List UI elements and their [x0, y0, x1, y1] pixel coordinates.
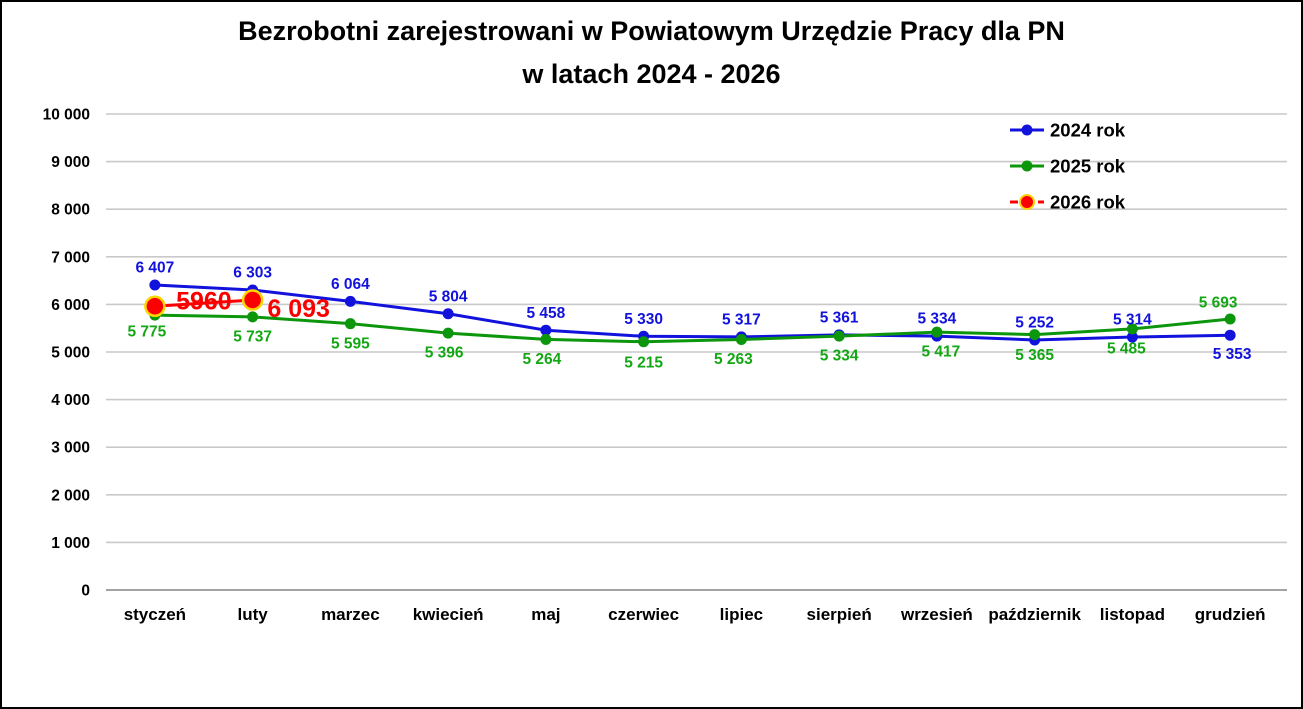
data-point-label-2024-rok-listopad: 5 314: [1113, 312, 1152, 329]
data-point-label-2025-rok-lipiec: 5 263: [714, 351, 753, 368]
y-axis-tick-label: 1 000: [51, 535, 90, 552]
x-axis-label-12: grudzień: [1195, 605, 1266, 624]
data-point-label-2025-rok-sierpień: 5 334: [820, 348, 859, 365]
data-point-label-2025-rok-kwiecień: 5 396: [425, 345, 464, 362]
data-point-label-2025-rok-czerwiec: 5 215: [624, 354, 663, 371]
chart-title-line2: w latach 2024 - 2026: [522, 59, 781, 89]
data-point-label-2024-rok-wrzesień: 5 334: [917, 311, 956, 328]
data-point-label-2025-rok-marzec: 5 595: [331, 335, 370, 352]
data-point-marker-2024-rok-maj: [540, 324, 552, 336]
y-axis-tick-label: 3 000: [51, 440, 90, 457]
legend-label-2025-rok: 2025 rok: [1050, 156, 1126, 177]
x-axis-label-4: kwiecień: [413, 605, 484, 624]
legend-marker-2024-rok: [1021, 124, 1033, 136]
x-axis-label-1: styczeń: [124, 605, 186, 624]
data-point-label-2024-rok-grudzień: 5 353: [1213, 346, 1252, 363]
data-point-marker-2025-rok-maj: [540, 333, 552, 345]
series-line-2024-rok: [153, 283, 1232, 342]
data-point-label-2024-rok-kwiecień: 5 804: [429, 288, 468, 305]
data-point-label-2024-rok-lipiec: 5 317: [722, 311, 761, 328]
data-point-marker-2024-rok-kwiecień: [442, 308, 454, 320]
y-axis-tick-label: 8 000: [51, 202, 90, 219]
data-point-label-2024-rok-maj: 5 458: [526, 305, 565, 322]
x-axis-label-2: luty: [238, 605, 269, 624]
data-point-label-2025-rok-luty: 5 737: [233, 328, 272, 345]
data-point-marker-2025-rok-kwiecień: [442, 327, 454, 339]
y-axis-tick-label: 5 000: [51, 345, 90, 362]
data-point-marker-2025-rok-sierpień: [833, 330, 845, 342]
x-axis-label-9: wrzesień: [900, 605, 973, 624]
y-axis-tick-label: 7 000: [51, 249, 90, 266]
series-line-2026-rok: [153, 298, 255, 308]
data-point-label-2024-rok-styczeń: 6 407: [135, 260, 174, 277]
data-point-label-2025-rok-październik: 5 365: [1015, 347, 1054, 364]
y-axis-tick-label: 10 000: [43, 107, 90, 124]
x-axis-label-5: maj: [531, 605, 560, 624]
x-axis-label-6: czerwiec: [608, 605, 679, 624]
data-point-label-2024-rok-październik: 5 252: [1015, 315, 1054, 332]
y-axis-tick-label: 4 000: [51, 392, 90, 409]
legend-label-2024-rok: 2024 rok: [1050, 120, 1126, 141]
data-point-marker-2025-rok-październik: [1029, 329, 1041, 341]
data-point-label-2025-rok-listopad: 5 485: [1107, 340, 1146, 357]
data-point-marker-2025-rok-wrzesień: [931, 326, 943, 338]
data-point-marker-2024-rok-marzec: [344, 295, 356, 307]
data-point-marker-2024-rok-grudzień: [1224, 329, 1236, 341]
data-point-marker-2026-rok-luty: [241, 289, 264, 311]
y-axis-tick-label: 9 000: [51, 154, 90, 171]
data-point-label-2024-rok-marzec: 6 064: [331, 276, 370, 293]
data-point-label-2025-rok-grudzień: 5 693: [1199, 295, 1238, 312]
chart-title-line1: Bezrobotni zarejestrowani w Powiatowym U…: [238, 16, 1065, 46]
data-point-marker-2024-rok-styczeń: [149, 279, 161, 291]
legend-marker-2026-rok: [1019, 194, 1035, 210]
data-point-label-2024-rok-luty: 6 303: [233, 265, 272, 282]
data-point-marker-2025-rok-luty: [247, 311, 259, 323]
data-point-marker-2025-rok-czerwiec: [638, 336, 650, 348]
data-point-label-2026-rok-luty: 6 093: [267, 295, 330, 323]
data-point-marker-2026-rok-styczeń: [144, 295, 166, 318]
data-point-label-2024-rok-czerwiec: 5 330: [624, 311, 663, 328]
x-axis-label-7: lipiec: [720, 605, 763, 624]
legend-label-2026-rok: 2026 rok: [1050, 192, 1126, 213]
x-axis-label-11: listopad: [1100, 605, 1165, 624]
x-axis-label-3: marzec: [321, 605, 380, 624]
y-axis-tick-label: 6 000: [51, 297, 90, 314]
legend-marker-2025-rok: [1021, 160, 1033, 172]
y-axis-tick-label: 0: [81, 583, 90, 600]
data-point-label-2025-rok-maj: 5 264: [522, 351, 561, 368]
data-point-label-2024-rok-sierpień: 5 361: [820, 309, 859, 326]
data-point-marker-2025-rok-lipiec: [735, 333, 747, 345]
x-axis-label-10: październik: [988, 605, 1081, 624]
data-point-label-2025-rok-styczeń: 5 775: [127, 324, 166, 341]
data-point-marker-2025-rok-listopad: [1126, 323, 1138, 335]
data-point-marker-2025-rok-grudzień: [1224, 313, 1236, 325]
x-axis-label-8: sierpień: [807, 605, 872, 624]
data-point-label-2026-rok-styczeń: 5960: [176, 287, 232, 315]
y-axis-tick-label: 2 000: [51, 487, 90, 504]
data-point-label-2025-rok-wrzesień: 5 417: [921, 344, 960, 361]
series-line-2025-rok: [153, 313, 1232, 344]
data-point-marker-2025-rok-marzec: [344, 318, 356, 330]
data-point-marker-2024-rok-listopad: [1126, 331, 1138, 343]
